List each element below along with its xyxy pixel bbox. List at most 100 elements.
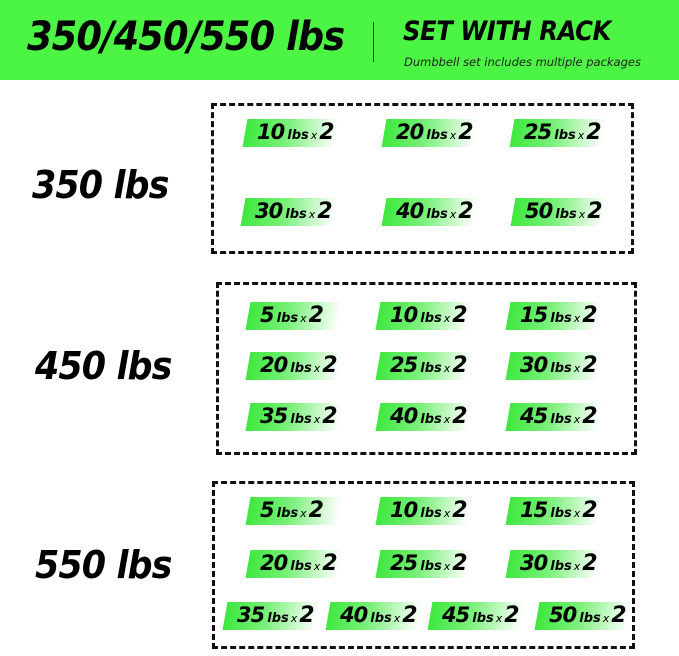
tag-weight: 10 <box>390 498 418 522</box>
weight-tag: 25 lbs x2 <box>375 550 473 578</box>
weight-tag: 10 lbs x2 <box>242 119 340 147</box>
weight-tag: 20 lbs x2 <box>245 352 343 380</box>
tag-text: 15 lbs x2 <box>520 303 598 328</box>
weight-tag: 5 lbs x2 <box>245 302 343 330</box>
tag-text: 20 lbs x2 <box>260 353 338 378</box>
weight-tag: 40 lbs x2 <box>325 602 423 630</box>
tag-weight: 25 <box>524 120 552 144</box>
tag-weight: 50 <box>525 199 553 223</box>
tag-weight: 15 <box>520 498 548 522</box>
tag-times: x <box>308 208 316 221</box>
tag-quantity: 2 <box>582 353 598 378</box>
tag-unit: lbs <box>550 311 572 326</box>
tag-text: 10 lbs x2 <box>390 303 468 328</box>
tag-times: x <box>577 129 585 142</box>
tag-times: x <box>449 208 457 221</box>
tag-quantity: 2 <box>504 603 520 628</box>
tag-quantity: 2 <box>322 353 338 378</box>
tag-times: x <box>443 413 451 426</box>
tag-unit: lbs <box>420 412 442 427</box>
tag-weight: 35 <box>237 603 265 627</box>
tag-text: 45 lbs x2 <box>520 404 598 429</box>
tag-times: x <box>393 612 401 625</box>
tag-text: 25 lbs x2 <box>390 551 468 576</box>
tag-text: 5 lbs x2 <box>260 498 324 523</box>
tag-weight: 25 <box>390 353 418 377</box>
tag-times: x <box>313 362 321 375</box>
weight-tag: 45 lbs x2 <box>505 403 603 431</box>
tag-times: x <box>573 362 581 375</box>
tag-times: x <box>313 413 321 426</box>
weight-tag: 10 lbs x2 <box>375 302 473 330</box>
tag-quantity: 2 <box>452 498 468 523</box>
tag-quantity: 2 <box>582 551 598 576</box>
tag-quantity: 2 <box>319 120 335 145</box>
tag-unit: lbs <box>426 128 448 143</box>
tag-weight: 15 <box>520 303 548 327</box>
weight-tag: 25 lbs x2 <box>509 119 607 147</box>
tag-weight: 10 <box>257 120 285 144</box>
tag-quantity: 2 <box>582 498 598 523</box>
tag-quantity: 2 <box>317 199 333 224</box>
tag-text: 30 lbs x2 <box>520 551 598 576</box>
tag-text: 35 lbs x2 <box>260 404 338 429</box>
tag-weight: 35 <box>260 404 288 428</box>
tag-quantity: 2 <box>582 404 598 429</box>
weight-tag: 40 lbs x2 <box>381 198 479 226</box>
tag-quantity: 2 <box>308 303 324 328</box>
tag-weight: 20 <box>260 353 288 377</box>
tag-text: 40 lbs x2 <box>396 199 474 224</box>
tag-times: x <box>443 362 451 375</box>
tag-times: x <box>578 208 586 221</box>
tag-weight: 50 <box>549 603 577 627</box>
tag-weight: 45 <box>442 603 470 627</box>
weight-tag: 25 lbs x2 <box>375 352 473 380</box>
tag-unit: lbs <box>370 611 392 626</box>
tag-quantity: 2 <box>586 120 602 145</box>
tag-text: 30 lbs x2 <box>255 199 333 224</box>
tag-times: x <box>443 507 451 520</box>
tag-times: x <box>573 507 581 520</box>
weight-tag: 45 lbs x2 <box>427 602 525 630</box>
set-label-450: 450 lbs <box>35 344 172 388</box>
tag-weight: 40 <box>340 603 368 627</box>
tag-weight: 30 <box>520 353 548 377</box>
tag-text: 15 lbs x2 <box>520 498 598 523</box>
tag-quantity: 2 <box>587 199 603 224</box>
tag-text: 25 lbs x2 <box>390 353 468 378</box>
tag-text: 40 lbs x2 <box>390 404 468 429</box>
tag-times: x <box>313 560 321 573</box>
header-note: Dumbbell set includes multiple packages <box>404 55 641 69</box>
set-box-550 <box>212 481 635 649</box>
tag-unit: lbs <box>420 559 442 574</box>
set-box-350 <box>211 103 634 254</box>
tag-text: 50 lbs x2 <box>525 199 603 224</box>
weight-tag: 20 lbs x2 <box>381 119 479 147</box>
tag-weight: 45 <box>520 404 548 428</box>
tag-unit: lbs <box>420 506 442 521</box>
tag-quantity: 2 <box>402 603 418 628</box>
tag-text: 20 lbs x2 <box>260 551 338 576</box>
tag-unit: lbs <box>285 207 307 222</box>
header-divider <box>373 22 374 62</box>
tag-unit: lbs <box>550 559 572 574</box>
tag-unit: lbs <box>290 361 312 376</box>
tag-text: 30 lbs x2 <box>520 353 598 378</box>
weight-tag: 50 lbs x2 <box>534 602 632 630</box>
tag-text: 10 lbs x2 <box>390 498 468 523</box>
tag-unit: lbs <box>426 207 448 222</box>
tag-unit: lbs <box>420 311 442 326</box>
tag-unit: lbs <box>276 311 299 326</box>
tag-text: 40 lbs x2 <box>340 603 418 628</box>
weight-tag: 10 lbs x2 <box>375 497 473 525</box>
tag-quantity: 2 <box>611 603 627 628</box>
weight-tag: 30 lbs x2 <box>240 198 338 226</box>
tag-weight: 40 <box>396 199 424 223</box>
tag-times: x <box>573 413 581 426</box>
tag-text: 20 lbs x2 <box>396 120 474 145</box>
tag-unit: lbs <box>550 361 572 376</box>
tag-weight: 30 <box>255 199 283 223</box>
tag-times: x <box>602 612 610 625</box>
tag-unit: lbs <box>554 128 576 143</box>
